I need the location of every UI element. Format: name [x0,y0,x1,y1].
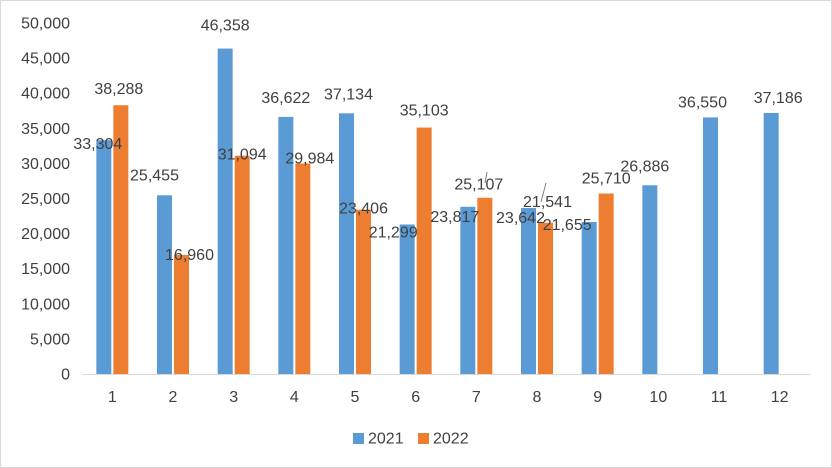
y-tick-label: 35,000 [21,121,70,138]
leader-line [484,171,488,184]
bar-2022-7 [477,197,493,374]
legend-label-2022: 2022 [433,431,469,448]
bars [96,48,779,375]
bar-2022-1 [113,105,129,375]
y-tick-label: 15,000 [21,261,70,278]
bar-2021-8 [521,208,536,374]
bar-2021-5 [339,113,354,374]
data-labels: 33,304 38,288 25,455 16,960 46,358 31,094 36,6… [73,18,802,264]
y-tick-label: 50,000 [21,16,70,33]
bar-2022-6 [416,127,432,375]
x-tick-label: 7 [472,389,481,406]
data-label: 36,622 [261,90,310,107]
data-label: 37,186 [754,90,803,107]
bar-2022-3 [234,155,250,374]
x-tick-label: 5 [351,389,360,406]
y-tick-label: 30,000 [21,156,70,173]
y-tick-label: 0 [61,367,70,384]
data-label: 29,984 [285,151,334,168]
data-label: 21,655 [543,217,592,234]
x-tick-label: 4 [290,389,299,406]
data-label: 16,960 [165,247,214,264]
bar-2021-4 [278,116,294,374]
bar-2022-5 [356,209,371,374]
legend-label-2021: 2021 [368,431,404,448]
data-label: 38,288 [94,81,143,98]
x-tick-label: 12 [771,389,789,406]
y-tick-label: 25,000 [21,191,70,208]
bar-2022-8 [538,222,553,374]
data-label: 25,710 [582,171,631,188]
y-tick-label: 5,000 [30,331,70,348]
bar-2021-10 [642,185,658,374]
leader-line [540,182,547,203]
data-label: 25,107 [454,177,503,194]
x-tick-label: 8 [533,389,542,406]
data-label: 23,817 [430,209,479,226]
y-axis-ticks: 0 5,000 10,000 15,000 20,000 25,000 30,000 35,0… [21,16,70,384]
x-tick-label: 9 [593,389,602,406]
y-tick-label: 20,000 [21,226,70,243]
bar-2022-2 [174,254,189,374]
x-tick-label: 3 [229,389,238,406]
bar-2021-7 [460,206,476,374]
bar-2021-1 [96,140,112,374]
y-tick-label: 40,000 [21,86,70,103]
bar-2021-11 [703,117,718,374]
data-label: 21,299 [369,224,418,241]
data-label: 21,541 [523,194,572,211]
data-label: 23,406 [339,201,388,218]
bar-2021-2 [157,195,172,374]
legend-swatch-2021 [353,433,364,444]
x-tick-label: 2 [169,389,178,406]
data-label: 23,642 [496,210,545,227]
x-tick-label: 1 [108,389,117,406]
bar-2022-9 [598,193,614,374]
bar-2021-12 [763,112,779,374]
legend-swatch-2022 [418,433,429,444]
data-label: 35,103 [400,103,449,120]
bar-2021-9 [581,221,597,374]
data-label: 36,550 [678,94,727,111]
data-label: 46,358 [201,18,250,35]
x-tick-label: 6 [411,389,420,406]
x-tick-label: 10 [649,389,667,406]
data-label: 33,304 [73,136,122,153]
data-label: 25,455 [130,167,179,184]
x-axis-ticks: 1 2 3 4 5 6 7 8 9 10 11 12 [108,389,789,406]
data-label: 37,134 [324,86,373,103]
data-label: 26,886 [620,158,669,175]
x-tick-label: 11 [711,389,728,406]
bar-2021-3 [217,48,233,375]
bar-2021-6 [399,224,415,374]
y-tick-label: 10,000 [21,296,70,313]
bar-2022-4 [295,163,311,374]
data-label: 31,094 [218,147,267,164]
legend: 2021 2022 [353,431,469,448]
y-tick-label: 45,000 [21,51,70,68]
